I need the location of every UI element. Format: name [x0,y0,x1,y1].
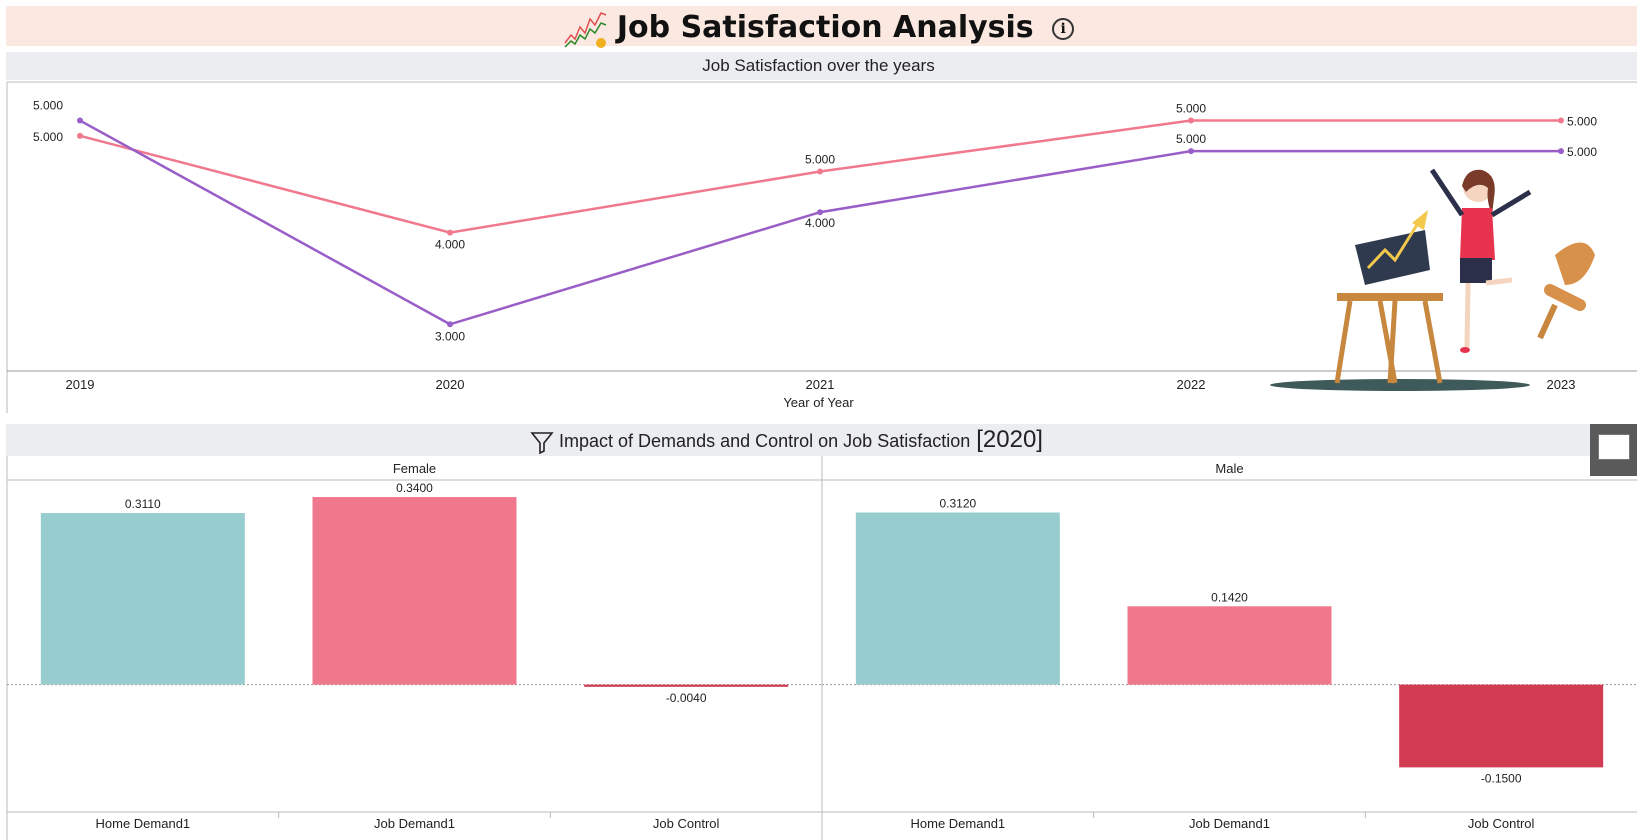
x-tick-label: 2023 [1547,377,1576,392]
menu-icon[interactable] [1598,434,1630,460]
bar-home-demand1[interactable] [855,512,1060,685]
data-label: 5.000 [805,152,835,166]
data-point[interactable] [817,209,823,216]
x-tick-label: Job Demand1 [374,816,455,831]
data-label: 4.000 [805,216,835,230]
data-label: 5.000 [1567,115,1597,129]
x-tick-label: Job Control [1468,816,1535,831]
data-label: 0.1420 [1211,590,1248,604]
bar-job-demand1[interactable] [312,497,517,685]
x-tick-label: Home Demand1 [911,816,1006,831]
bar-chart-title-band [6,424,1637,456]
data-point[interactable] [1188,148,1194,155]
data-label: 5.000 [1176,132,1206,146]
x-tick-label: Job Demand1 [1189,816,1270,831]
line-chart: 2019 2020 2021 2022 2023 5.000 4.000 5.000 5.000… [6,81,1637,413]
stock-chart-logo-icon [564,11,607,48]
celebrating-woman-illustration-icon [1270,168,1595,391]
panel-header-female: Female [393,461,436,476]
title-bar [6,6,1637,46]
data-point[interactable] [77,132,83,139]
data-point[interactable] [447,321,453,328]
data-label: 5.000 [1176,102,1206,116]
x-tick-label: Job Control [653,816,720,831]
data-label: 0.3110 [125,497,161,511]
data-point[interactable] [1188,117,1194,124]
bar-job-control[interactable] [1399,684,1604,768]
bar-chart-title: Impact of Demands and Control on Job Sat… [559,431,971,451]
data-label: 5.000 [33,130,63,144]
filter-year-label[interactable]: [2020] [976,426,1043,453]
data-label: 5.000 [33,99,63,113]
x-tick-label: Home Demand1 [96,816,191,831]
data-point[interactable] [1558,148,1564,155]
data-label: -0.1500 [1481,771,1522,785]
data-label: 4.000 [435,238,465,252]
line-chart-title-band [6,52,1637,80]
x-tick-label: 2021 [806,377,835,392]
bar-chart: Female 0.3110 Home Demand1 0.3400 Job Demand… [6,456,1637,840]
panel-header-male: Male [1215,461,1243,476]
data-point[interactable] [447,229,453,236]
line-chart-x-axis-label: Year of Year [783,395,854,410]
filter-icon[interactable] [530,430,554,455]
x-tick-label: 2022 [1177,377,1206,392]
data-label: 0.3120 [939,496,976,510]
info-icon[interactable]: i [1052,17,1075,40]
line-chart-title: Job Satisfaction over the years [702,56,935,75]
data-point[interactable] [817,168,823,175]
data-label: -0.0040 [666,691,707,705]
x-tick-label: 2020 [436,377,465,392]
page-title: Job Satisfaction Analysis i [0,6,1637,50]
x-tick-label: 2019 [66,377,95,392]
data-point[interactable] [77,117,83,124]
bar-job-demand1[interactable] [1127,606,1332,685]
bar-home-demand1[interactable] [40,513,245,685]
data-label: 0.3400 [396,481,433,495]
data-label: 3.000 [435,329,465,343]
data-label: 5.000 [1567,145,1597,159]
data-point[interactable] [1558,117,1564,124]
bar-chart-title-row: Impact of Demands and Control on Job Sat… [530,424,1043,457]
title-label: Job Satisfaction Analysis [616,10,1034,45]
bar-job-control[interactable] [584,684,789,687]
